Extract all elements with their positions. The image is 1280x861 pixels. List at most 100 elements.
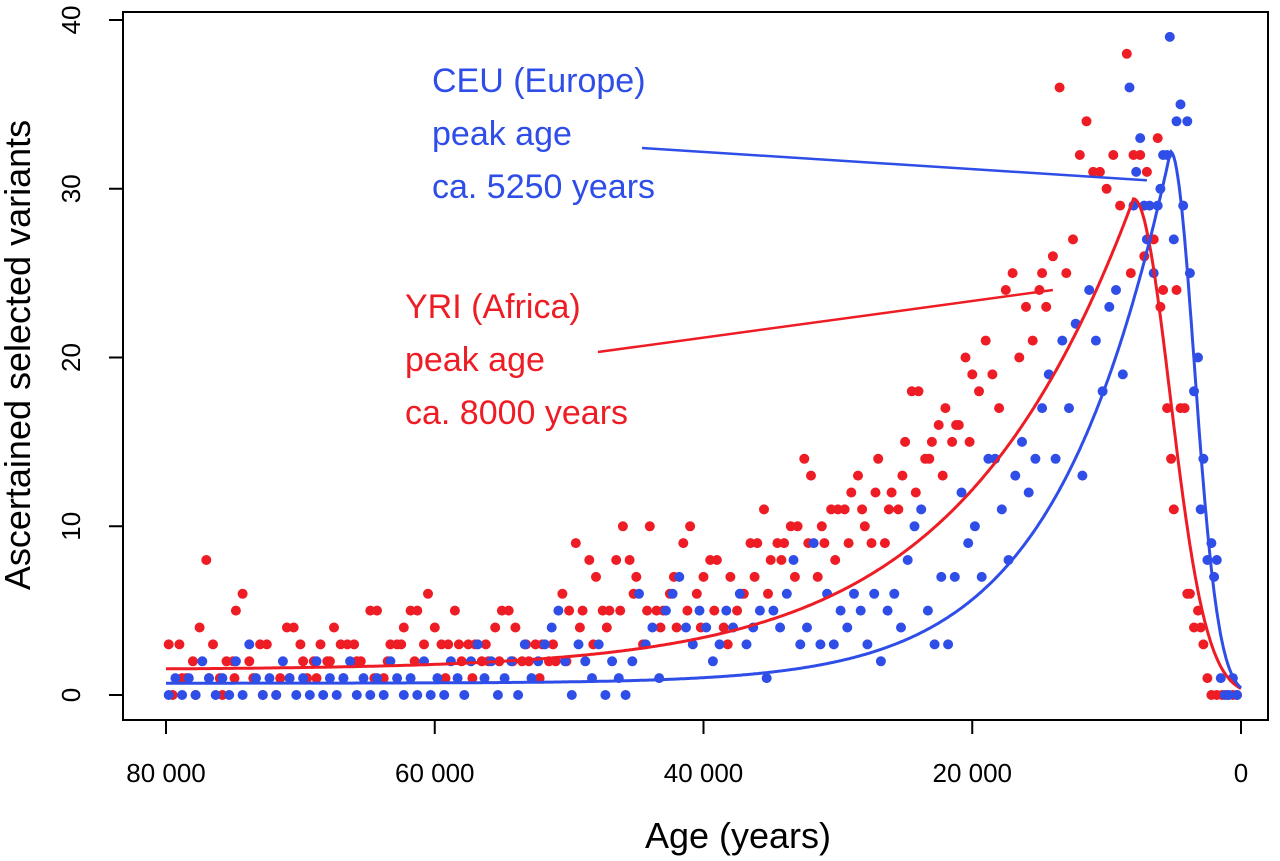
data-point bbox=[311, 656, 322, 667]
data-point bbox=[754, 605, 765, 616]
data-point bbox=[806, 470, 816, 481]
data-point bbox=[230, 605, 241, 616]
series-0-points bbox=[163, 48, 1242, 700]
data-point bbox=[449, 605, 460, 616]
data-point bbox=[566, 690, 577, 700]
annotation-line: peak age bbox=[432, 115, 572, 153]
data-point bbox=[1223, 690, 1234, 700]
data-point bbox=[187, 656, 198, 667]
data-point bbox=[776, 555, 787, 565]
data-point bbox=[1144, 200, 1155, 211]
data-point bbox=[425, 690, 436, 700]
data-point bbox=[1135, 150, 1146, 160]
data-point bbox=[611, 555, 622, 565]
data-point bbox=[1171, 285, 1182, 295]
fit-curve-1 bbox=[166, 148, 1243, 690]
data-point bbox=[711, 555, 722, 565]
annotation-1: CEU (Europe) peak age ca. 5250 years bbox=[432, 62, 1148, 206]
data-point bbox=[694, 605, 705, 616]
data-point bbox=[194, 622, 205, 633]
data-point bbox=[660, 605, 671, 616]
data-point bbox=[1135, 133, 1146, 144]
data-point bbox=[358, 673, 369, 684]
data-point bbox=[967, 369, 978, 380]
data-point bbox=[761, 673, 772, 684]
data-point bbox=[960, 352, 971, 363]
data-point bbox=[398, 690, 409, 700]
data-point bbox=[866, 538, 877, 549]
data-point bbox=[1215, 673, 1226, 684]
data-point bbox=[423, 588, 433, 599]
data-point bbox=[913, 386, 924, 397]
data-point bbox=[615, 605, 626, 616]
data-point bbox=[1037, 403, 1048, 414]
x-tick-label: 40 000 bbox=[664, 758, 744, 788]
data-point bbox=[291, 690, 302, 700]
data-point bbox=[949, 571, 960, 582]
data-point bbox=[439, 690, 450, 700]
data-point bbox=[584, 555, 595, 565]
data-point bbox=[298, 673, 309, 684]
data-point bbox=[620, 690, 631, 700]
data-point bbox=[627, 656, 638, 667]
data-point bbox=[842, 622, 853, 633]
data-point bbox=[1125, 268, 1136, 279]
data-point bbox=[933, 420, 944, 430]
series-1-points bbox=[163, 31, 1242, 700]
data-point bbox=[765, 555, 776, 565]
data-point bbox=[768, 605, 779, 616]
data-point bbox=[519, 639, 530, 650]
data-point bbox=[298, 656, 309, 667]
data-point bbox=[1007, 268, 1018, 279]
data-point bbox=[311, 673, 322, 684]
data-point bbox=[667, 588, 678, 599]
data-point bbox=[741, 639, 752, 650]
data-point bbox=[987, 369, 998, 380]
data-point bbox=[922, 605, 933, 616]
data-point bbox=[691, 588, 702, 599]
data-point bbox=[197, 656, 208, 667]
data-point bbox=[687, 639, 698, 650]
annotations: YRI (Africa) peak age ca. 8000 years CEU (E… bbox=[405, 62, 1148, 432]
data-point bbox=[440, 673, 451, 684]
data-point bbox=[1077, 470, 1088, 481]
data-point bbox=[1195, 504, 1206, 515]
data-point bbox=[1030, 453, 1041, 464]
data-point bbox=[372, 673, 382, 684]
data-point bbox=[1027, 335, 1038, 346]
data-point bbox=[318, 690, 329, 700]
data-point bbox=[947, 436, 958, 447]
data-point bbox=[996, 504, 1007, 515]
data-point bbox=[792, 521, 803, 532]
data-point bbox=[893, 504, 904, 515]
data-point bbox=[969, 521, 980, 532]
data-point bbox=[1037, 268, 1048, 279]
data-point bbox=[1124, 82, 1135, 93]
data-point bbox=[365, 690, 376, 700]
data-point bbox=[208, 639, 218, 650]
data-point bbox=[349, 639, 360, 650]
data-points bbox=[163, 31, 1242, 700]
data-point bbox=[526, 673, 537, 684]
data-point bbox=[244, 639, 255, 650]
data-point bbox=[405, 673, 416, 684]
data-point bbox=[1057, 335, 1068, 346]
data-point bbox=[631, 571, 642, 582]
data-point bbox=[288, 622, 299, 633]
data-point bbox=[956, 487, 967, 498]
data-point bbox=[378, 690, 389, 700]
data-point bbox=[936, 571, 947, 582]
data-point bbox=[229, 673, 240, 684]
data-point bbox=[429, 622, 440, 633]
data-point bbox=[963, 538, 974, 549]
data-point bbox=[1101, 183, 1112, 194]
data-point bbox=[1041, 301, 1052, 312]
annotation-pointer bbox=[597, 288, 1054, 354]
data-point bbox=[1182, 116, 1193, 127]
data-point bbox=[1115, 200, 1126, 211]
data-point bbox=[725, 571, 736, 582]
data-point bbox=[570, 538, 581, 549]
data-point bbox=[163, 639, 174, 650]
data-point bbox=[492, 690, 503, 700]
data-point bbox=[412, 690, 423, 700]
